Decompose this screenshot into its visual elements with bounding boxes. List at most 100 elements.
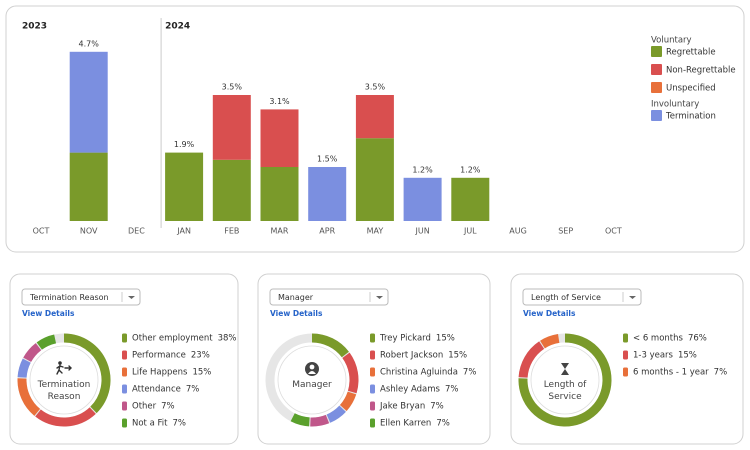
bar-segment xyxy=(355,138,394,221)
legend-value: 15% xyxy=(448,351,467,361)
legend-swatch xyxy=(651,82,662,93)
legend-swatch xyxy=(370,384,375,394)
icon-part xyxy=(309,364,315,370)
dropdown-box[interactable] xyxy=(21,288,141,306)
year-label: 2024 xyxy=(165,22,190,32)
legend-label: Performance xyxy=(132,351,186,361)
donut-segment xyxy=(310,414,330,427)
legend-label: Jake Bryan xyxy=(379,402,425,412)
legend-label: Christina Agluinda xyxy=(380,368,458,378)
donut-inner xyxy=(277,345,347,415)
dropdown-chevron xyxy=(128,296,135,299)
legend-value: 7% xyxy=(714,368,728,378)
bar-segment xyxy=(451,177,490,221)
dropdown-chevron xyxy=(376,296,383,299)
legend-value: 15% xyxy=(436,334,455,344)
bar-segment xyxy=(69,51,108,153)
legend-label: Other employment xyxy=(132,334,213,344)
bar-segment xyxy=(212,95,251,160)
legend-label: Regrettable xyxy=(666,48,716,58)
month-label: APR xyxy=(319,227,335,236)
legend-group-title: Involuntary xyxy=(651,100,699,110)
dropdown[interactable]: Termination Reason xyxy=(21,288,141,306)
bar-segment xyxy=(403,177,442,221)
center-label-box: Manager xyxy=(292,380,331,390)
legend-label: 6 months - 1 year xyxy=(633,368,709,378)
donut-segment xyxy=(540,334,560,349)
donut-inner xyxy=(29,345,99,415)
dropdown-box[interactable] xyxy=(269,288,389,306)
legend-swatch xyxy=(370,367,375,377)
bar-segment xyxy=(260,109,299,167)
bar-segment xyxy=(165,152,204,221)
legend-swatch xyxy=(122,333,127,343)
icon-part xyxy=(561,363,569,375)
donut-segment xyxy=(63,333,111,414)
donut-segment xyxy=(339,391,357,411)
legend-swatch xyxy=(370,418,375,428)
legend-value: 38% xyxy=(218,334,237,344)
legend-value: 23% xyxy=(191,351,210,361)
dropdown[interactable]: Manager xyxy=(269,288,389,306)
bar-total-label: 3.5% xyxy=(222,83,243,92)
legend-group-title: Voluntary xyxy=(651,36,692,46)
legend-value: 7% xyxy=(436,419,450,429)
legend-value: 7% xyxy=(445,385,459,395)
month-label: FEB xyxy=(224,227,239,236)
month-label: SEP xyxy=(558,227,573,236)
legend-label: Ashley Adams xyxy=(380,385,441,395)
donut-segment xyxy=(17,378,41,416)
center-label-box: Termination Reason xyxy=(38,380,91,402)
dropdown-box[interactable] xyxy=(522,288,642,306)
legend-swatch xyxy=(122,401,127,411)
donut-segment xyxy=(36,334,57,350)
donut-center-label: Length of Service xyxy=(543,380,587,402)
legend-swatch xyxy=(122,384,127,394)
icon-part xyxy=(56,364,72,375)
bar-total-label: 1.2% xyxy=(460,165,481,174)
donut-segment xyxy=(17,358,31,378)
legend-swatch xyxy=(122,367,127,377)
legend-label: Trey Pickard xyxy=(379,334,431,344)
view-details-link[interactable]: View Details xyxy=(270,309,323,318)
legend-label: Ellen Karren xyxy=(380,419,431,429)
month-label: JUN xyxy=(414,227,429,236)
legend-value: 76% xyxy=(688,334,707,344)
view-details-link[interactable]: View Details xyxy=(22,309,75,318)
bar-total-label: 4.7% xyxy=(79,39,100,48)
center-label-box: Length of Service xyxy=(543,380,587,402)
bar-segment xyxy=(308,167,347,221)
month-label: MAR xyxy=(271,227,289,236)
donut-segment xyxy=(290,413,310,427)
bar-segment xyxy=(212,159,251,221)
donut-segment xyxy=(518,341,545,378)
legend-swatch xyxy=(122,418,127,428)
donut-segment xyxy=(342,352,359,394)
legend-swatch xyxy=(370,333,375,343)
legend-label: < 6 months xyxy=(633,334,684,344)
dropdown-label[interactable]: Termination Reason xyxy=(29,293,109,302)
month-label: DEC xyxy=(128,227,145,236)
bar-segment xyxy=(355,95,394,139)
legend-swatch xyxy=(651,46,662,57)
legend-value: 15% xyxy=(192,368,211,378)
bar-total-label: 1.2% xyxy=(412,165,433,174)
view-details-link[interactable]: View Details xyxy=(523,309,576,318)
legend-swatch xyxy=(370,350,375,360)
month-label: NOV xyxy=(80,227,98,236)
donut-segment xyxy=(311,333,349,358)
legend-swatch xyxy=(623,333,628,343)
dropdown-chevron xyxy=(629,296,636,299)
dropdown-label[interactable]: Length of Service xyxy=(531,293,601,302)
legend-label: Termination xyxy=(665,112,716,122)
donut-segment xyxy=(518,333,612,427)
bar-total-label: 1.9% xyxy=(174,140,195,149)
dropdown[interactable]: Length of Service xyxy=(522,288,642,306)
donut-segment xyxy=(326,405,346,423)
legend-label: Unspecified xyxy=(666,84,716,94)
dropdown-label[interactable]: Manager xyxy=(278,293,314,302)
legend-value: 7% xyxy=(463,368,477,378)
legend-label: 1-3 years xyxy=(633,351,674,361)
legend-label: Not a Fit xyxy=(132,419,168,429)
